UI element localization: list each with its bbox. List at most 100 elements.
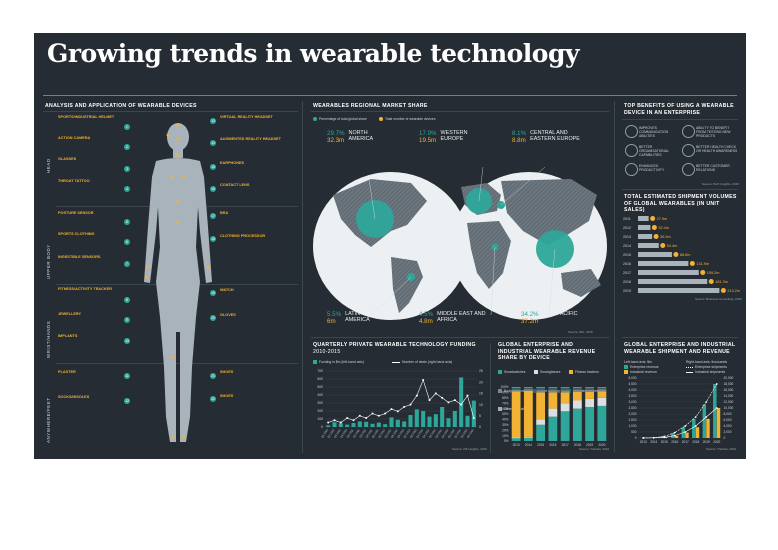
- shiprev-title: GLOBAL ENTERPRISE AND INDUSTRIAL WEARABL…: [624, 342, 736, 355]
- feature-ingestible-sensors: INGESTIBLE SENSORS: [58, 255, 101, 259]
- enterprise-revenue-bar: [671, 433, 675, 438]
- deals-point: [339, 421, 342, 424]
- funding-x-tick: Q1 2015: [447, 428, 456, 439]
- feature-vr-headset: VIRTUAL REALITY HEADSET: [220, 115, 273, 119]
- communication-icon: [625, 125, 638, 138]
- funding-y-tick: 300: [317, 401, 323, 405]
- infographic-poster: Growing trends in wearable technology AN…: [34, 33, 746, 459]
- share-x-tick: 2015: [537, 443, 544, 447]
- feature-number-3: 3: [124, 166, 130, 172]
- feature-plaster: PLASTER: [58, 370, 76, 374]
- deals-line: [328, 379, 475, 423]
- funding-x-tick: Q4 2015: [466, 428, 475, 439]
- enterprise-revenue-bar: [660, 436, 665, 438]
- shiprev-y-tick: 3,500: [629, 394, 637, 398]
- funding-y-tick: 200: [317, 409, 323, 413]
- share-y-tick: 50%: [502, 412, 509, 416]
- shiprev-y-tick: 1,000: [629, 424, 637, 428]
- shipment-bar: [638, 270, 699, 275]
- shiprev-y-tick: 2,500: [629, 406, 637, 410]
- funding-y-tick: 100: [317, 417, 323, 421]
- share-bar-segment: [536, 387, 546, 389]
- shiprev-y-tick: 4,000: [629, 388, 637, 392]
- body-label-head: HEAD: [46, 158, 51, 173]
- shipment-marker: [651, 225, 657, 230]
- shiprev-x-tick: 2014: [650, 440, 657, 444]
- legend-swatch: [532, 389, 536, 394]
- shiprev-point: [663, 436, 666, 439]
- feature-contact-lens: CONTACT LENS: [220, 183, 250, 187]
- funding-x-tick: Q1 2014: [421, 428, 430, 439]
- funding-x-tick: Q2 2015: [453, 428, 462, 439]
- shiprev-y-tick: 2,000: [629, 412, 637, 416]
- feature-number-6: 6: [124, 239, 130, 245]
- feature-number-4: 4: [124, 186, 130, 192]
- legend-swatch: [624, 365, 628, 370]
- feature-number-18: 18: [210, 236, 216, 242]
- share-bar-segment: [560, 387, 570, 389]
- shiprev-x-tick: 2019: [703, 440, 710, 444]
- share-bar-segment: [597, 388, 607, 390]
- deals-point: [396, 410, 399, 413]
- feature-number-19: 19: [210, 290, 216, 296]
- share-bar-segment: [572, 387, 582, 389]
- share-y-tick: 0%: [504, 439, 509, 443]
- shiprev-point: [673, 431, 676, 434]
- funding-y-tick: 700: [317, 369, 323, 373]
- shipment-marker: [653, 234, 659, 239]
- benefits-rule: [622, 119, 738, 120]
- funding-bar: [408, 415, 413, 427]
- feature-bra: BRA: [220, 211, 229, 215]
- share-bar-segment: [523, 389, 533, 391]
- deals-point: [384, 412, 387, 415]
- shipment-marker: [650, 216, 656, 221]
- deals-point: [333, 419, 336, 422]
- shipment-bar: [638, 252, 672, 257]
- feature-gloves: GLOVES: [220, 313, 236, 317]
- shipment-value-label: 88.8m: [680, 253, 691, 257]
- share-bar-segment: [523, 387, 533, 388]
- funding-bar: [433, 414, 438, 427]
- share-bar-segment: [585, 391, 595, 399]
- shipment-marker: [700, 270, 706, 275]
- share-bar-segment: [523, 390, 533, 437]
- shiprev-legend-1: Enterprise revenue: [624, 365, 659, 370]
- regional-rule: [311, 111, 609, 112]
- shiprev-point: [684, 425, 687, 427]
- share-x-tick: 2013: [513, 443, 520, 447]
- funding-subtitle: 2010-2015: [313, 349, 341, 355]
- bubble-north-america: [356, 200, 394, 238]
- continent-south-america: [391, 257, 423, 313]
- share-x-tick: 2016: [549, 443, 556, 447]
- share-bar-segment: [597, 405, 607, 441]
- regional-bottom-rule: [311, 337, 609, 338]
- organisation-icon: [625, 144, 638, 157]
- industrial-revenue-bar: [706, 418, 710, 438]
- share-bar-segment: [560, 411, 570, 441]
- feature-number-8: 8: [124, 297, 130, 303]
- shipment-bar: [638, 243, 659, 248]
- funding-x-tick: Q3 2012: [383, 428, 392, 439]
- funding-bar: [395, 419, 400, 427]
- share-bar-segment: [585, 387, 595, 388]
- shipment-value-label: 36.9m: [660, 235, 671, 239]
- regional-legend-pct: Percentage of total global share: [313, 117, 367, 122]
- legend-dot-teal: [313, 117, 317, 122]
- wrist-divider: [56, 363, 298, 364]
- feature-shoes-b: SHOES: [220, 394, 234, 398]
- feature-clothing-processor: CLOTHING PROCESSOR: [220, 234, 266, 238]
- enterprise-revenue-bar: [713, 384, 717, 438]
- shiprev-point: [684, 431, 687, 433]
- deals-point: [428, 399, 431, 402]
- shiprev-y-tick: 3,000: [629, 400, 637, 404]
- funding-bar: [452, 411, 457, 427]
- shiprev-point: [673, 434, 676, 437]
- share-y-tick: 20%: [502, 428, 509, 432]
- body-label-upper-body: UPPER BODY: [46, 244, 51, 279]
- analysis-rule: [43, 111, 298, 112]
- shiprev-right-axis-note: Right-hand axis: thousands: [686, 360, 728, 364]
- shiprev-point: [694, 425, 697, 427]
- funding-bar: [345, 424, 350, 427]
- shipment-year-label: 2014: [623, 244, 631, 248]
